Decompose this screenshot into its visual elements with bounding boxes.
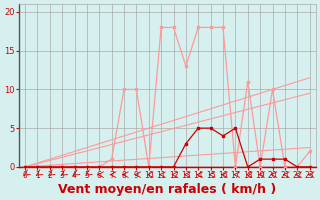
X-axis label: Vent moyen/en rafales ( km/h ): Vent moyen/en rafales ( km/h ) — [58, 183, 276, 196]
